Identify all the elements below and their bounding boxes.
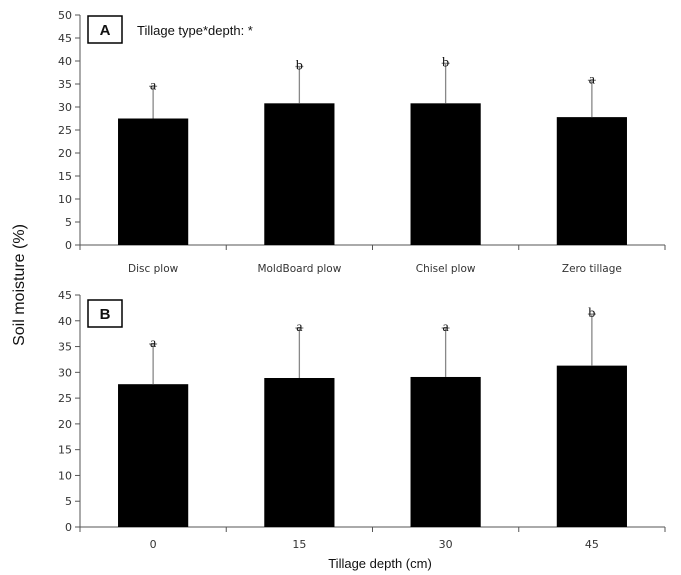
panel-b: B 0 5 10 15 20 25 30 35 40 45 a 0 a 15 a 30 b 45: [58, 289, 666, 551]
panel-a-letter: A: [100, 22, 111, 39]
panel-b-y-tick-label: 15: [58, 444, 72, 457]
panel-a-category-label: MoldBoard plow: [257, 263, 341, 275]
panel-b-x-axis-label: Tillage depth (cm): [328, 556, 432, 571]
panel-b-bar: [118, 384, 189, 527]
panel-b-category-label: 30: [439, 538, 453, 551]
panel-b-category-label: 45: [585, 538, 599, 551]
panel-a-significance-letter: b: [296, 59, 303, 74]
panel-b-significance-letter: a: [296, 320, 303, 335]
panel-b-y-tick-label: 10: [58, 469, 72, 482]
panel-a-y-tick-label: 30: [58, 101, 72, 114]
panel-a-y-tick-label: 50: [58, 9, 72, 22]
panel-b-y-tick-label: 0: [65, 521, 72, 534]
panel-a: A Tillage type*depth: * 0 5 10 15 20 25 30 35 40…: [58, 9, 666, 275]
panel-b-bar: [556, 365, 627, 527]
panel-a-y-tick-label: 40: [58, 55, 72, 68]
panel-b-bar: [410, 376, 481, 527]
panel-b-y-tick-label: 35: [58, 341, 72, 354]
panel-b-y-tick-label: 5: [65, 495, 72, 508]
panel-b-box: [87, 299, 123, 328]
panel-b-category-label: 0: [150, 538, 157, 551]
panel-a-y-tick-label: 20: [58, 147, 72, 160]
panel-b-letter: B: [100, 306, 111, 323]
panel-b-significance-letter: b: [588, 306, 595, 321]
panel-b-significance-letter: a: [150, 336, 157, 351]
panel-a-bar: [410, 103, 481, 245]
panel-a-y-tick-label: 25: [58, 124, 72, 137]
panel-a-bar: [118, 118, 189, 245]
panel-a-bar: [264, 103, 335, 245]
panel-b-y-tick-label: 25: [58, 392, 72, 405]
panel-a-annotation: Tillage type*depth: *: [137, 23, 253, 38]
panel-a-category-label: Zero tillage: [562, 263, 622, 275]
panel-a-box: [87, 15, 123, 44]
panel-a-y-tick-label: 15: [58, 170, 72, 183]
panel-a-y-tick-label: 35: [58, 78, 72, 91]
panel-b-y-tick-label: 30: [58, 366, 72, 379]
panel-a-category-label: Disc plow: [128, 263, 179, 275]
panel-b-significance-letter: a: [443, 320, 450, 335]
panel-b-y-tick-label: 20: [58, 418, 72, 431]
panel-a-category-label: Chisel plow: [416, 263, 476, 275]
panel-b-bar: [264, 378, 335, 527]
panel-a-y-tick-label: 10: [58, 193, 72, 206]
panel-a-significance-letter: a: [150, 78, 157, 93]
panel-b-y-tick-label: 40: [58, 315, 72, 328]
panel-a-bar: [556, 117, 627, 245]
panel-a-significance-letter: a: [589, 72, 596, 87]
panel-a-y-tick-label: 5: [65, 216, 72, 229]
panel-a-y-tick-label: 0: [65, 239, 72, 252]
panel-a-significance-letter: b: [442, 55, 449, 70]
panel-b-category-label: 15: [292, 538, 306, 551]
y-axis-label: Soil moisture (%): [11, 224, 28, 346]
panel-a-y-tick-label: 45: [58, 32, 72, 45]
panel-b-y-tick-label: 45: [58, 289, 72, 302]
